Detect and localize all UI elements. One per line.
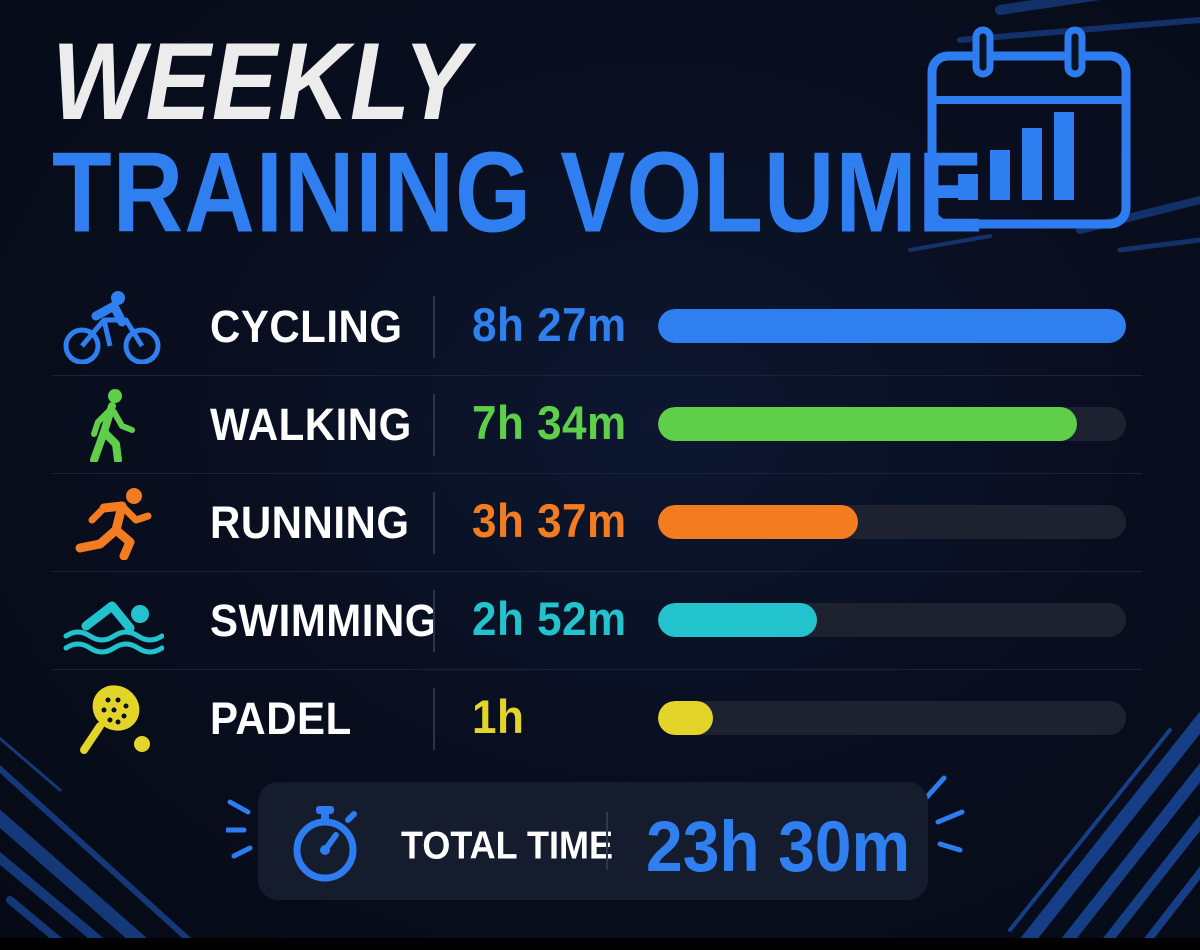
chart-row-cycling: CYCLING 8h 27m bbox=[52, 278, 1142, 376]
category-label: WALKING bbox=[210, 399, 412, 450]
row-divider bbox=[433, 688, 435, 750]
walking-icon bbox=[90, 389, 135, 462]
total-time-value: 23h 30m bbox=[646, 806, 911, 886]
total-time-panel: TOTAL TIME 23h 30m bbox=[258, 782, 928, 900]
category-label: RUNNING bbox=[210, 497, 410, 548]
bar-track bbox=[658, 701, 1126, 735]
bar-walking bbox=[658, 407, 1078, 441]
chart-row-running: RUNNING 3h 37m bbox=[52, 474, 1142, 572]
total-time-label: TOTAL TIME bbox=[401, 823, 613, 868]
cycling-icon bbox=[63, 291, 161, 364]
bar-padel bbox=[658, 701, 714, 735]
category-label: SWIMMING bbox=[210, 595, 438, 646]
title-line-1: WEEKLY bbox=[52, 19, 470, 143]
chart-row-padel: PADEL 1h bbox=[52, 670, 1142, 767]
bar-cycling bbox=[658, 309, 1126, 343]
row-divider bbox=[433, 492, 435, 554]
swimming-icon bbox=[63, 601, 164, 655]
bar-track bbox=[658, 505, 1126, 539]
data-label: 8h 27m bbox=[472, 299, 627, 352]
stopwatch-icon bbox=[293, 806, 357, 882]
row-divider bbox=[433, 296, 435, 358]
category-label: CYCLING bbox=[210, 301, 403, 352]
bar-track bbox=[658, 603, 1126, 637]
bar-running bbox=[658, 505, 859, 539]
data-label: 1h bbox=[472, 691, 525, 744]
row-divider bbox=[433, 590, 435, 652]
total-divider bbox=[606, 812, 608, 870]
bar-track bbox=[658, 407, 1126, 441]
calendar-chart-icon bbox=[927, 26, 1131, 229]
padel-icon bbox=[80, 685, 150, 754]
data-label: 3h 37m bbox=[472, 495, 627, 548]
data-label: 7h 34m bbox=[472, 397, 627, 450]
category-label: PADEL bbox=[210, 693, 352, 744]
chart-row-walking: WALKING 7h 34m bbox=[52, 376, 1142, 474]
title-line-2: TRAINING VOLUME bbox=[52, 129, 984, 257]
row-divider bbox=[433, 394, 435, 456]
bar-track bbox=[658, 309, 1126, 343]
chart-row-swimming: SWIMMING 2h 52m bbox=[52, 572, 1142, 670]
bottom-strip bbox=[0, 938, 1200, 950]
data-label: 2h 52m bbox=[472, 593, 627, 646]
running-icon bbox=[75, 488, 152, 560]
bar-swimming bbox=[658, 603, 817, 637]
activity-chart: CYCLING 8h 27m WALKING 7h 34m RUNNING 3h 37m S… bbox=[52, 278, 1142, 767]
